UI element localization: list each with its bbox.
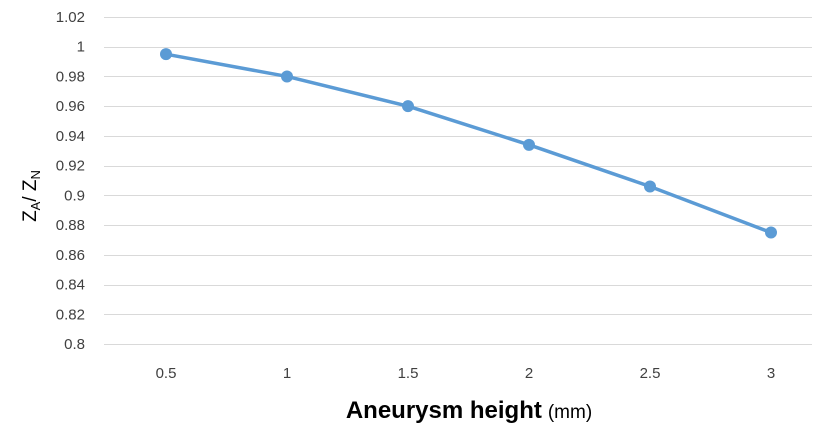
y-tick-label: 0.9: [64, 187, 85, 204]
y-axis-ticks: 0.8 0.82 0.84 0.86 0.88 0.9 0.92 0.94 0.96 0.98 1 1…: [56, 9, 85, 353]
y-tick-label: 1.02: [56, 9, 85, 26]
x-title-unit: (mm): [548, 402, 592, 423]
y-title-z1: Z: [20, 210, 41, 222]
y-tick-label: 0.94: [56, 128, 85, 145]
y-tick-label: 0.8: [64, 336, 85, 353]
x-tick-label: 2.5: [640, 365, 661, 382]
y-tick-label: 0.98: [56, 68, 85, 85]
x-tick-label: 0.5: [156, 365, 177, 382]
x-title-main: Aneurysm height: [346, 397, 542, 424]
y-title-z2: Z: [20, 179, 41, 191]
y-tick-label: 0.86: [56, 247, 85, 264]
y-axis-title: ZA/ ZN: [20, 170, 43, 222]
x-tick-label: 1.5: [398, 365, 419, 382]
y-title-sub2: N: [28, 170, 43, 179]
gridlines: [104, 17, 812, 345]
data-point: [281, 70, 293, 83]
data-point: [765, 226, 777, 239]
y-title-sub1: A: [28, 201, 43, 210]
y-tick-label: 0.84: [56, 277, 85, 294]
data-point: [523, 138, 535, 151]
x-axis-title: Aneurysm height (mm): [346, 397, 592, 424]
data-point: [160, 48, 172, 61]
data-point: [644, 180, 656, 193]
series-group: [160, 48, 777, 239]
y-tick-label: 0.92: [56, 158, 85, 175]
x-tick-label: 1: [283, 365, 291, 382]
series-line: [164, 52, 773, 235]
data-point: [402, 100, 414, 113]
y-tick-label: 0.82: [56, 306, 85, 323]
y-tick-label: 0.88: [56, 217, 85, 234]
x-axis-ticks: 0.5 1 1.5 2 2.5 3: [156, 365, 776, 382]
y-title-slash: /: [20, 191, 41, 202]
y-tick-label: 0.96: [56, 98, 85, 115]
x-tick-label: 3: [767, 365, 775, 382]
y-tick-label: 1: [77, 39, 85, 56]
x-tick-label: 2: [525, 365, 533, 382]
